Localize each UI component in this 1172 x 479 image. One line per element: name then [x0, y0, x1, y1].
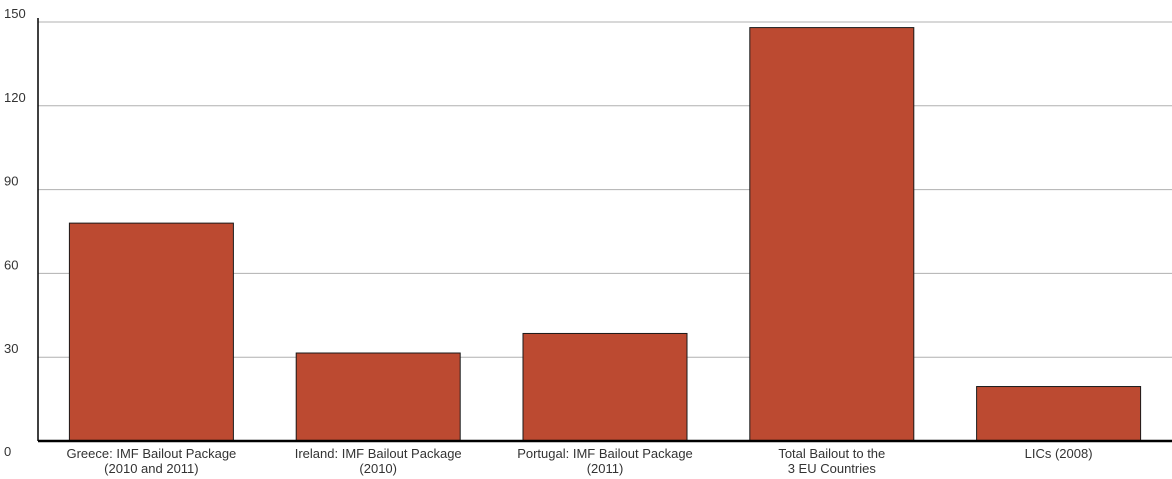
x-tick-label: (2011): [587, 461, 624, 476]
bar: [68, 222, 234, 442]
x-tick-label: 3 EU Countries: [788, 461, 877, 476]
y-tick-label: 30: [4, 341, 18, 356]
x-tick-label: Greece: IMF Bailout Package: [66, 446, 236, 461]
bar: [749, 27, 915, 442]
bar: [522, 332, 688, 442]
x-axis-labels: Greece: IMF Bailout Package(2010 and 201…: [66, 446, 1092, 476]
axes: [37, 18, 1172, 443]
y-tick-label: 90: [4, 174, 18, 189]
x-tick-label: Total Bailout to the: [778, 446, 885, 461]
x-tick-label: (2010 and 2011): [104, 461, 198, 476]
x-tick-label: LICs (2008): [1025, 446, 1093, 461]
y-tick-label: 0: [4, 444, 11, 459]
y-tick-label: 150: [4, 6, 26, 21]
bar: [295, 352, 461, 442]
x-tick-label: (2010): [359, 461, 397, 476]
x-tick-label: Ireland: IMF Bailout Package: [295, 446, 462, 461]
bars: [68, 27, 1142, 442]
bar: [976, 386, 1142, 442]
y-tick-label: 60: [4, 257, 18, 272]
y-tick-label: 120: [4, 90, 26, 105]
y-axis-ticks: 0 30 60 90 120 150: [4, 6, 26, 459]
x-tick-label: Portugal: IMF Bailout Package: [517, 446, 693, 461]
